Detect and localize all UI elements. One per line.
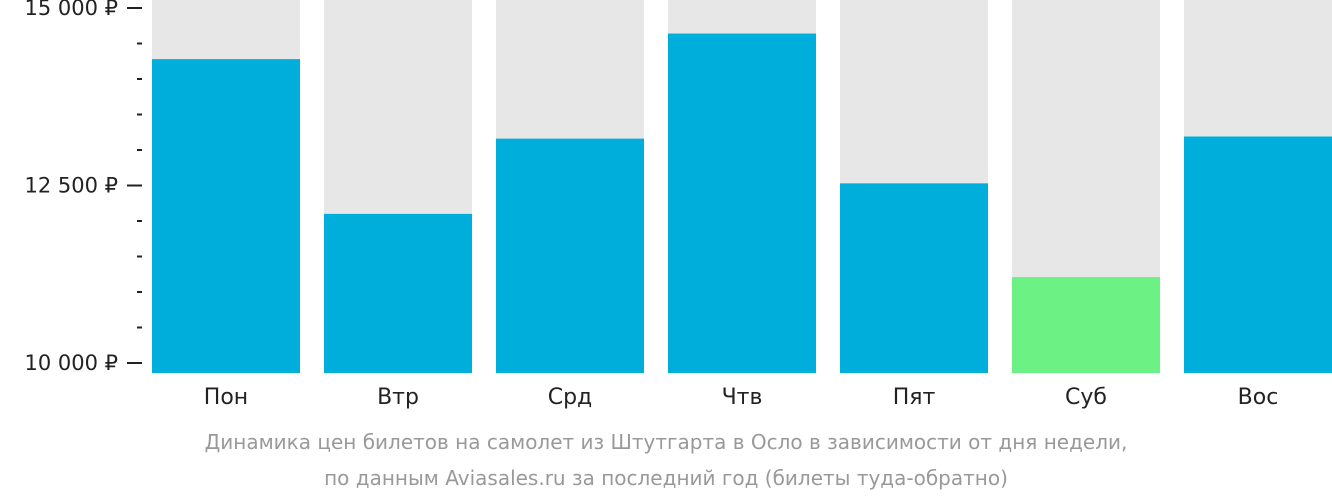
x-tick-label-7: Вос <box>1238 385 1279 410</box>
y-tick-label-3: 15 000 ₽ <box>24 0 118 20</box>
bar-7 <box>1184 136 1332 373</box>
bar-1 <box>152 59 300 374</box>
bar-6 <box>1012 277 1160 373</box>
price-bar-chart: Пон Втр Срд Чтв Пят Суб Вос 10 000 ₽ 12 500 ₽ 15 … <box>24 0 1332 410</box>
chart-caption-line-2: по данным Aviasales.ru за последний год … <box>324 466 1008 490</box>
x-tick-label-1: Пон <box>204 385 248 410</box>
bar-4 <box>668 33 816 374</box>
bar-5 <box>840 183 988 373</box>
bar-2 <box>324 213 472 373</box>
x-tick-label-6: Суб <box>1065 385 1107 410</box>
chart-caption-line-1: Динамика цен билетов на самолет из Штутг… <box>204 430 1128 454</box>
x-tick-label-2: Втр <box>377 385 419 410</box>
y-tick-label-1: 10 000 ₽ <box>24 351 118 375</box>
x-tick-label-4: Чтв <box>722 385 763 410</box>
x-tick-label-3: Срд <box>548 385 593 410</box>
bar-3 <box>496 138 644 373</box>
x-tick-label-5: Пят <box>893 385 936 410</box>
y-tick-label-2: 12 500 ₽ <box>24 174 118 198</box>
